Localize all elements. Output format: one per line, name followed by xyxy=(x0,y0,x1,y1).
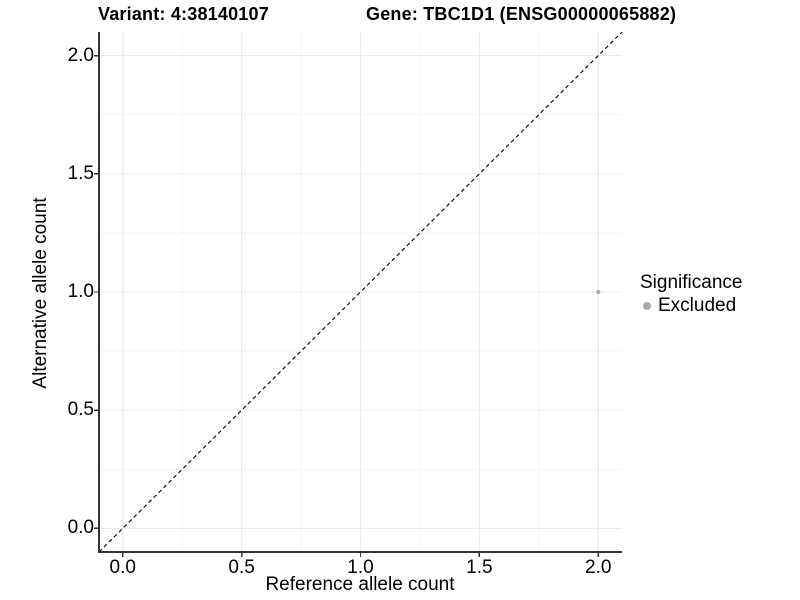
x-tick-label: 2.0 xyxy=(585,557,612,578)
y-tick-label: 1.5 xyxy=(67,162,94,184)
identity-dashed-line xyxy=(98,31,623,553)
x-tick-label: 0.0 xyxy=(109,557,136,578)
legend-entry-excluded: Excluded xyxy=(640,294,742,317)
plot-title-gene: Gene: TBC1D1 (ENSG00000065882) xyxy=(366,4,677,24)
y-tick-label: 1.0 xyxy=(67,281,94,302)
y-tick-label: 0.5 xyxy=(67,399,94,421)
x-tick-label: 0.5 xyxy=(228,557,255,578)
data-point xyxy=(596,289,601,295)
x-axis-title: Reference allele count xyxy=(265,574,455,595)
legend-title: Significance xyxy=(640,272,743,293)
y-tick-label: 0.0 xyxy=(67,517,94,539)
legend: Significance Excluded xyxy=(640,271,742,317)
legend-entry-label: Excluded xyxy=(658,295,737,316)
y-tick-label: 2.0 xyxy=(67,44,94,66)
plot-title-variant: Variant: 4:38140107 xyxy=(98,4,269,24)
x-tick-label: 1.5 xyxy=(466,557,493,578)
legend-point-icon xyxy=(643,301,651,310)
x-tick-label: 1.0 xyxy=(347,557,374,578)
